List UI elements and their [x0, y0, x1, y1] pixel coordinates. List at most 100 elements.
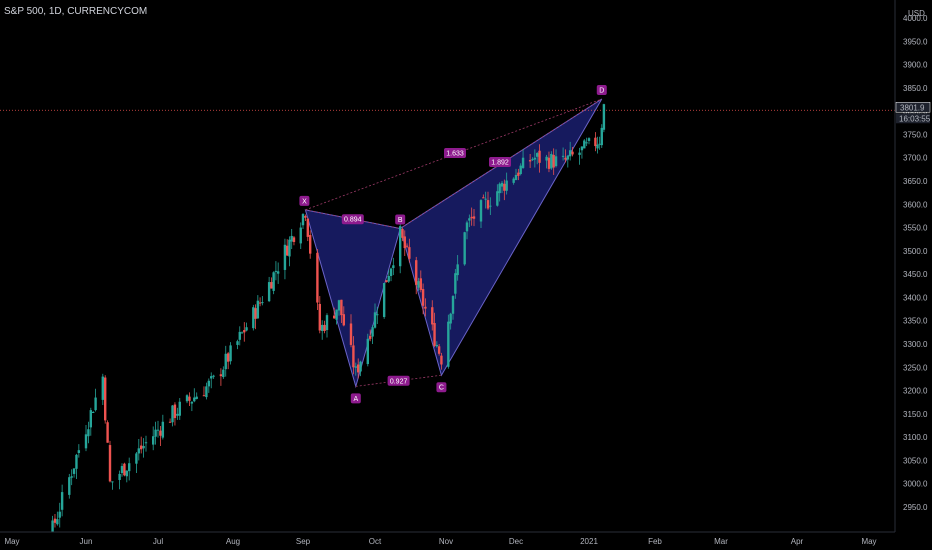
x-tick-label: Apr — [791, 537, 804, 546]
pattern-point-badge — [350, 393, 361, 404]
candle-body — [283, 244, 287, 270]
candle-body — [70, 476, 73, 478]
candle-body — [301, 214, 305, 226]
candle-body — [276, 271, 280, 274]
candle-body — [561, 155, 565, 157]
candle-body — [258, 302, 262, 304]
y-tick-label: 3200.0 — [903, 387, 928, 396]
candle-body — [533, 157, 537, 160]
candle-body — [349, 323, 353, 345]
candle-body — [486, 200, 490, 209]
candle-body — [104, 377, 107, 421]
candle-body — [306, 218, 309, 237]
candle-body — [514, 174, 518, 181]
candle-body — [137, 448, 140, 454]
candle-body — [285, 245, 289, 256]
last-price-badge — [895, 102, 931, 113]
candle-body — [587, 138, 591, 141]
candle-body — [408, 247, 411, 259]
currency-label: USD — [908, 9, 925, 18]
candle-body — [387, 276, 390, 282]
candle-body — [123, 463, 126, 476]
candle-body — [161, 421, 165, 438]
candle-body — [535, 153, 539, 157]
candle-body — [299, 227, 302, 244]
candle-body — [226, 353, 230, 362]
x-tick-label: 2021 — [580, 537, 598, 546]
candle-body — [195, 396, 198, 399]
candle-body — [159, 430, 162, 436]
countdown-badge — [896, 113, 930, 124]
x-tick-label: Aug — [226, 537, 240, 546]
candle-body — [389, 268, 393, 277]
candle-body — [371, 327, 374, 337]
candle-body — [519, 165, 522, 175]
candle-body — [583, 140, 586, 149]
candle-body — [68, 477, 71, 495]
candle-body — [89, 410, 92, 428]
pattern-point-badge — [395, 214, 406, 225]
candle-body — [335, 309, 338, 320]
candle-body — [173, 404, 177, 419]
y-tick-label: 3150.0 — [903, 410, 928, 419]
x-tick-label: Mar — [714, 537, 728, 546]
candle-body — [437, 346, 441, 354]
candle-body — [512, 178, 515, 183]
candle-body — [128, 463, 131, 472]
candle-body — [479, 200, 483, 222]
candle-body — [84, 434, 88, 449]
candle-body — [288, 239, 291, 257]
x-tick-label: May — [4, 537, 19, 546]
candle-body — [243, 330, 246, 333]
ratio-badge — [387, 375, 410, 386]
candle-body — [340, 299, 343, 316]
candle-body — [325, 315, 329, 331]
ratio-badge — [444, 148, 466, 158]
candle-body — [596, 144, 599, 149]
candle-body — [152, 436, 155, 445]
candle-body — [224, 353, 227, 370]
candle-body — [87, 429, 90, 437]
candle-body — [417, 281, 420, 288]
candle-body — [108, 445, 112, 482]
candle-body — [229, 345, 232, 362]
candle-body — [190, 401, 194, 404]
pattern-point-badge — [596, 85, 607, 96]
candle-body — [385, 280, 388, 283]
candle-body — [210, 376, 213, 379]
y-tick-label: 3100.0 — [903, 433, 928, 442]
last-price-label: 3801.9 — [900, 103, 925, 112]
candle-body — [498, 183, 501, 194]
candle-body — [578, 152, 581, 155]
ratio-label: 0.894 — [344, 217, 362, 224]
ratio-label: 0.927 — [390, 378, 408, 385]
candle-body — [316, 252, 319, 303]
candle-body — [440, 355, 443, 365]
candle-body — [142, 445, 145, 449]
candle-body — [171, 405, 174, 423]
candle-body — [176, 413, 179, 416]
candle-body — [60, 492, 64, 510]
candle-body — [156, 429, 160, 431]
candle-body — [75, 454, 78, 469]
candle-body — [261, 302, 264, 304]
candle-body — [531, 159, 534, 161]
candle-body — [222, 369, 225, 378]
candle-body — [77, 450, 81, 453]
candle-body — [594, 137, 597, 147]
candle-body — [337, 300, 341, 311]
x-tick-label: May — [861, 537, 876, 546]
y-tick-label: 3250.0 — [903, 363, 928, 372]
candle-body — [552, 154, 555, 168]
candle-body — [256, 300, 260, 319]
candle-body — [369, 336, 372, 339]
pattern-point-badge — [436, 382, 447, 393]
candle-body — [92, 411, 95, 413]
ratio-label: 1.633 — [446, 151, 464, 158]
candle-body — [292, 237, 296, 243]
candle-body — [505, 180, 508, 191]
x-tick-label: Sep — [296, 537, 311, 546]
candle-body — [566, 155, 570, 160]
triangle-bcd — [399, 98, 603, 377]
